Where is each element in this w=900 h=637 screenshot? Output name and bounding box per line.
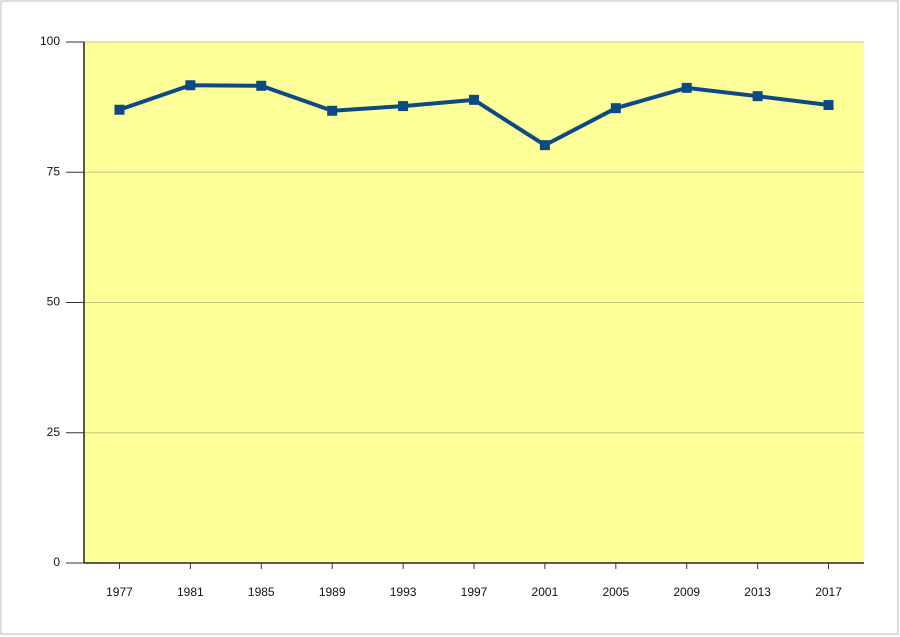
- y-tick-label: 75: [47, 164, 61, 178]
- x-tick-label: 1981: [177, 585, 204, 599]
- marker: [681, 82, 692, 93]
- x-tick-label: 1989: [319, 585, 346, 599]
- marker: [398, 101, 409, 112]
- marker: [327, 105, 338, 116]
- y-tick-label: 100: [40, 34, 60, 48]
- x-tick-label: 2017: [815, 585, 842, 599]
- marker: [752, 91, 763, 102]
- y-tick-label: 25: [47, 425, 61, 439]
- y-tick-label: 0: [53, 555, 60, 569]
- x-tick-label: 2009: [673, 585, 700, 599]
- marker: [256, 80, 267, 91]
- x-tick-label: 1977: [106, 585, 133, 599]
- x-tick-label: 1997: [461, 585, 488, 599]
- x-tick-label: 2013: [744, 585, 771, 599]
- x-tick-label: 2005: [602, 585, 629, 599]
- marker: [114, 104, 125, 115]
- marker: [539, 140, 550, 151]
- x-tick-label: 2001: [532, 585, 559, 599]
- y-tick-label: 50: [47, 295, 61, 309]
- marker: [823, 100, 834, 111]
- x-tick-label: 1985: [248, 585, 275, 599]
- marker: [185, 80, 196, 91]
- marker: [610, 103, 621, 114]
- x-tick-label: 1993: [390, 585, 417, 599]
- marker: [469, 94, 479, 105]
